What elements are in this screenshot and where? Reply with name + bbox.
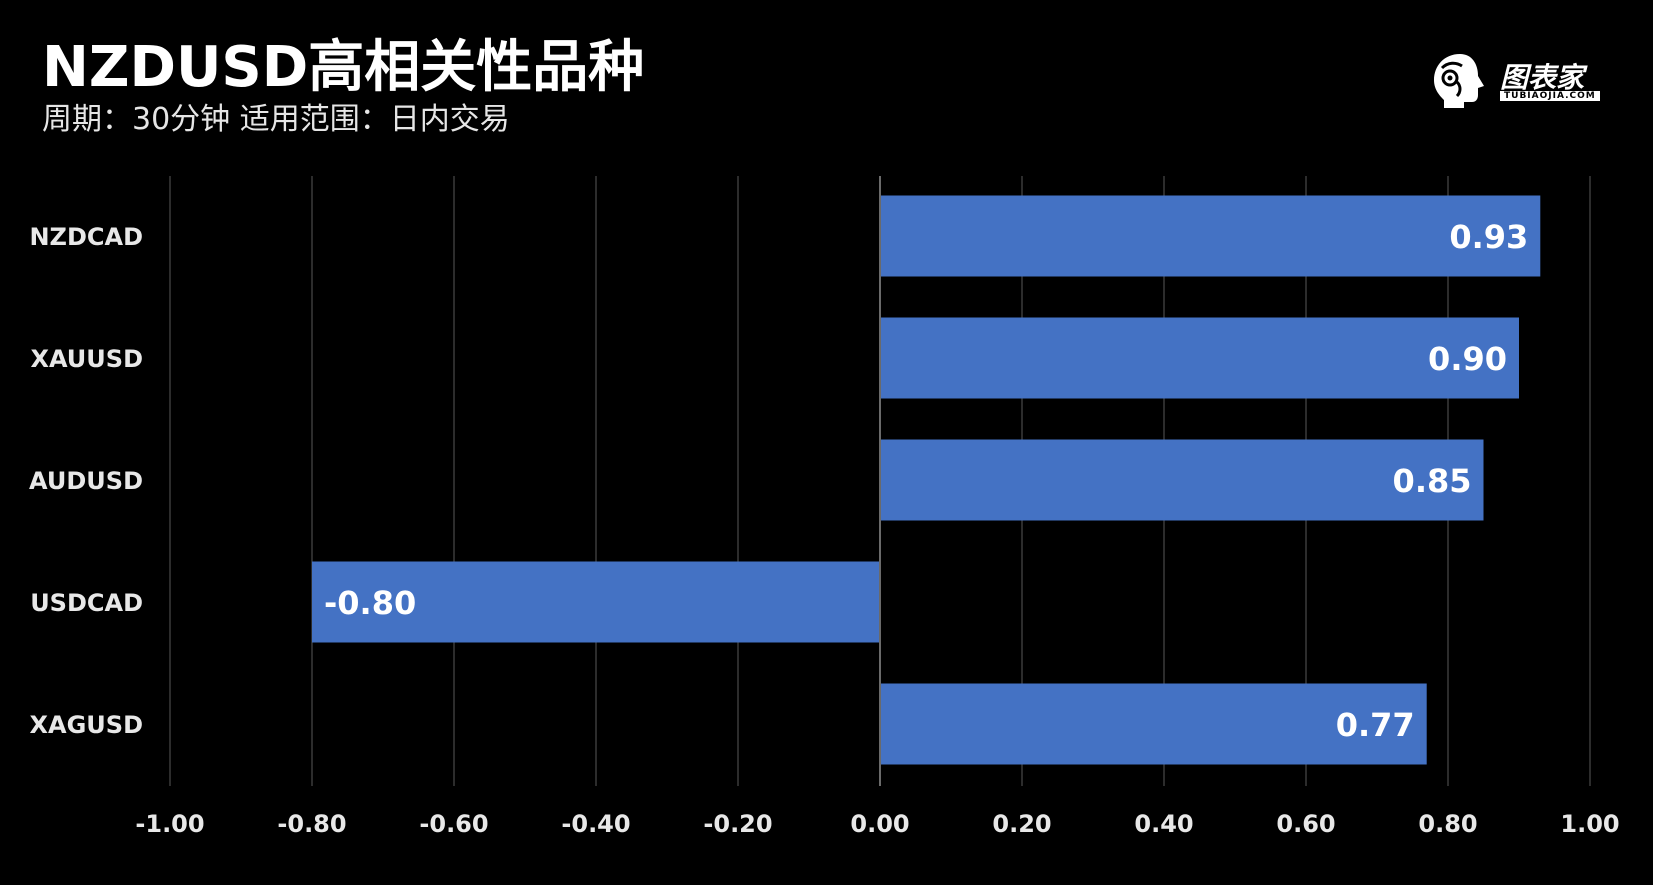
x-tick-label: -0.60 xyxy=(419,810,488,838)
x-tick-label: 0.60 xyxy=(1276,810,1335,838)
category-label: USDCAD xyxy=(30,589,143,617)
category-label: NZDCAD xyxy=(29,223,143,251)
bar xyxy=(880,317,1519,399)
data-label: 0.77 xyxy=(1336,706,1415,744)
x-tick-label: -0.40 xyxy=(561,810,630,838)
bar xyxy=(312,561,880,643)
category-label: XAGUSD xyxy=(30,711,143,739)
brand-logo: 图表家 TUBIAOJIA.COM xyxy=(1430,50,1610,110)
x-tick-label: -0.20 xyxy=(703,810,772,838)
chart-subtitle: 周期：30分钟 适用范围：日内交易 xyxy=(42,102,510,137)
x-tick-label: 0.20 xyxy=(992,810,1051,838)
x-tick-label: 0.40 xyxy=(1134,810,1193,838)
data-label: 0.85 xyxy=(1393,462,1472,500)
bar xyxy=(880,195,1541,277)
x-tick-label: 1.00 xyxy=(1560,810,1619,838)
x-tick-label: -1.00 xyxy=(135,810,204,838)
x-tick-label: 0.00 xyxy=(850,810,909,838)
data-label: 0.93 xyxy=(1449,218,1528,256)
brain-logo-icon xyxy=(1434,54,1484,108)
bar xyxy=(880,439,1484,521)
x-tick-label: 0.80 xyxy=(1418,810,1477,838)
x-tick-label: -0.80 xyxy=(277,810,346,838)
bar xyxy=(880,683,1427,765)
data-label: 0.90 xyxy=(1428,340,1507,378)
logo-text: 图表家 xyxy=(1500,61,1585,94)
logo-subtext: TUBIAOJIA.COM xyxy=(1500,91,1600,101)
category-label: XAUUSD xyxy=(30,345,143,373)
data-label: -0.80 xyxy=(324,584,416,622)
labels: -1.00 -0.80 -0.60 -0.40 -0.20 0.00 0.20 0.40 0.6… xyxy=(29,218,1620,838)
category-label: AUDUSD xyxy=(29,467,143,495)
bars xyxy=(312,195,1541,765)
chart-title: NZDUSD高相关性品种 xyxy=(42,35,645,100)
